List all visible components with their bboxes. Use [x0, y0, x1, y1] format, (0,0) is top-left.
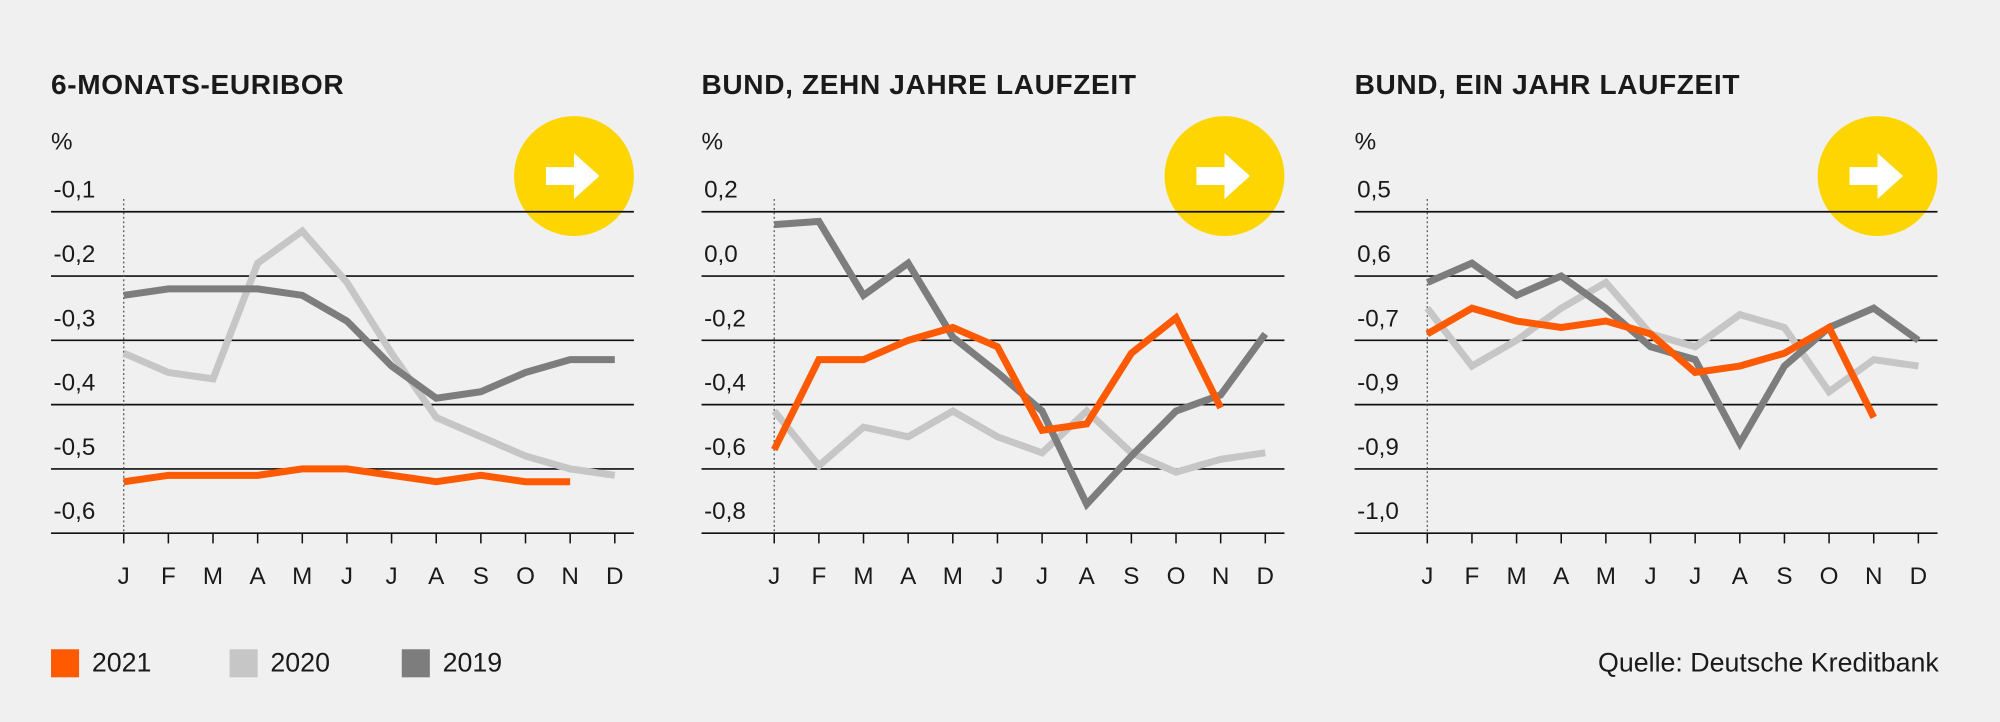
y-tick-label: 0,6	[1357, 241, 1391, 268]
legend-swatch	[229, 649, 258, 678]
x-tick-label: F	[161, 563, 176, 590]
x-tick-label: O	[1820, 563, 1839, 590]
legend-label: 2021	[92, 648, 152, 678]
series-line	[123, 285, 615, 402]
x-tick-label: M	[1596, 563, 1616, 590]
x-tick-label: J	[1689, 563, 1701, 590]
legend-label: 2019	[443, 648, 503, 678]
y-tick-label: -0,1	[54, 177, 96, 204]
y-tick-label: -0,8	[704, 498, 746, 525]
y-tick-label: -0,2	[54, 241, 96, 268]
x-tick-label: D	[1910, 563, 1928, 590]
legend-swatch	[401, 649, 430, 678]
x-tick-label: A	[1079, 563, 1096, 590]
x-tick-label: N	[1865, 563, 1883, 590]
x-tick-label: A	[428, 563, 445, 590]
y-tick-label: -0,5	[54, 434, 96, 461]
panel-title: 6-MONATS-EURIBOR	[51, 69, 344, 100]
y-tick-label: -0,9	[1357, 434, 1399, 461]
arrow-icon	[545, 153, 600, 200]
x-tick-label: F	[811, 563, 826, 590]
x-tick-label: J	[1421, 563, 1433, 590]
x-tick-label: M	[943, 563, 963, 590]
x-tick-label: O	[516, 563, 535, 590]
series-line	[122, 226, 616, 479]
x-tick-label: M	[292, 563, 312, 590]
x-tick-label: J	[341, 563, 353, 590]
arrow-icon	[1849, 153, 1904, 200]
x-tick-label: S	[473, 563, 489, 590]
legend-label: 2020	[270, 648, 330, 678]
panel-title: BUND, ZEHN JAHRE LAUFZEIT	[702, 69, 1137, 100]
x-tick-label: S	[1123, 563, 1139, 590]
y-tick-label: -0,4	[54, 370, 96, 397]
x-tick-label: N	[1212, 563, 1230, 590]
y-tick-label: -0,9	[1357, 370, 1399, 397]
x-tick-label: A	[1732, 563, 1749, 590]
x-tick-label: J	[118, 563, 130, 590]
legend-swatch	[51, 649, 80, 678]
y-tick-label: 0,0	[704, 241, 738, 268]
series-line	[123, 465, 571, 486]
y-tick-label: -1,0	[1357, 498, 1399, 525]
x-tick-label: A	[250, 563, 267, 590]
y-axis-label: %	[1355, 128, 1377, 155]
series-line	[1424, 277, 1919, 397]
x-tick-label: D	[1257, 563, 1275, 590]
x-tick-label: D	[606, 563, 624, 590]
series-line	[771, 312, 1224, 452]
y-tick-label: -0,7	[1357, 305, 1399, 332]
x-tick-label: J	[768, 563, 780, 590]
x-tick-label: N	[561, 563, 579, 590]
y-tick-label: -0,6	[54, 498, 96, 525]
x-tick-label: J	[386, 563, 398, 590]
y-tick-label: 0,5	[1357, 177, 1391, 204]
y-tick-label: -0,4	[704, 370, 746, 397]
series-line	[1425, 304, 1877, 420]
x-tick-label: J	[1644, 563, 1656, 590]
x-tick-label: M	[1506, 563, 1526, 590]
y-axis-label: %	[51, 128, 73, 155]
x-tick-label: S	[1776, 563, 1792, 590]
x-tick-label: M	[203, 563, 223, 590]
series-line	[771, 406, 1266, 476]
x-tick-label: J	[991, 563, 1003, 590]
y-tick-label: -0,3	[54, 305, 96, 332]
x-tick-label: F	[1465, 563, 1480, 590]
x-tick-label: O	[1167, 563, 1186, 590]
x-tick-label: M	[853, 563, 873, 590]
panel-title: BUND, EIN JAHR LAUFZEIT	[1355, 69, 1741, 100]
x-tick-label: A	[900, 563, 917, 590]
x-tick-label: J	[1036, 563, 1048, 590]
y-tick-label: 0,2	[704, 177, 738, 204]
x-tick-label: A	[1553, 563, 1570, 590]
y-axis-label: %	[702, 128, 724, 155]
source: Quelle: Deutsche Kreditbank	[1598, 648, 1939, 678]
y-tick-label: -0,2	[704, 305, 746, 332]
arrow-icon	[1196, 153, 1250, 200]
y-tick-label: -0,6	[704, 434, 746, 461]
